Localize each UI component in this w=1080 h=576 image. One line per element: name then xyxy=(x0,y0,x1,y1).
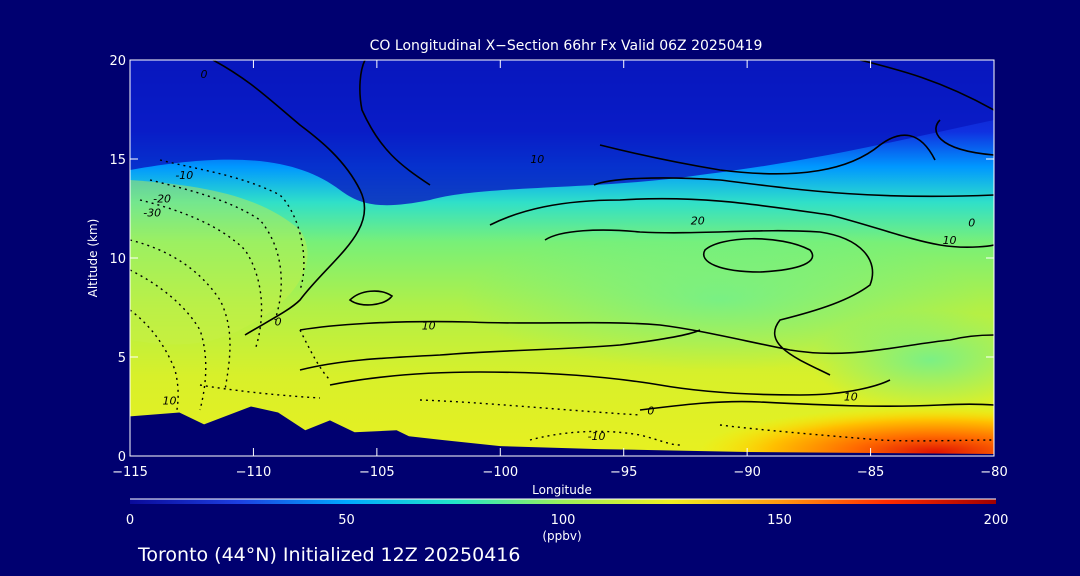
contour-label: 0 xyxy=(201,68,208,81)
x-axis-label: Longitude xyxy=(532,483,592,497)
contour-label: 10 xyxy=(162,395,176,408)
colorbar-tick-label: 0 xyxy=(126,513,134,528)
colorbar-tick-label: 150 xyxy=(767,513,792,528)
colorbar-tick-label: 200 xyxy=(984,513,1009,528)
contour-label: 0 xyxy=(647,404,654,417)
west-low-co-intrusion xyxy=(130,180,308,345)
x-tick-label: −90 xyxy=(733,465,760,480)
contour-label: -10 xyxy=(588,430,606,443)
contour-label: 10 xyxy=(844,391,858,404)
terrain-mask xyxy=(130,406,994,456)
x-tick-label: −110 xyxy=(236,465,272,480)
dashed-contour-set xyxy=(130,159,994,446)
location-caption: Toronto (44°N) Initialized 12Z 20250416 xyxy=(137,544,521,566)
y-tick-label: 0 xyxy=(118,450,126,465)
colorbar xyxy=(130,499,996,504)
x-tick-label: −105 xyxy=(359,465,395,480)
plot-area: 0 10 -10 -20-30 20 0 10 0 10 10 10 0 -10 xyxy=(130,60,994,456)
x-tick-label: −100 xyxy=(482,465,518,480)
contour-label: -10 xyxy=(175,169,193,182)
y-axis: 0 5 10 15 20 xyxy=(109,54,994,465)
contour-label: -20 xyxy=(153,193,171,206)
colorbar-tick-label: 50 xyxy=(338,513,355,528)
y-tick-label: 20 xyxy=(109,54,126,69)
chart-title: CO Longitudinal X−Section 66hr Fx Valid … xyxy=(370,38,763,54)
x-tick-label: −80 xyxy=(980,465,1007,480)
contour-label: 0 xyxy=(968,216,975,229)
colorbar-tick-label: 100 xyxy=(551,513,576,528)
surface-plume xyxy=(600,380,994,456)
contour-label: 10 xyxy=(943,234,957,247)
contour-label: 0 xyxy=(275,315,282,328)
x-axis: −115 −110 −105 −100 −95 −90 −85 −80 xyxy=(112,60,1008,480)
y-tick-label: 5 xyxy=(118,351,126,366)
colorbar-ticks: 0 50 100 150 200 xyxy=(126,513,1009,528)
y-tick-label: 15 xyxy=(109,153,126,168)
contour-labels: 0 10 -10 -20-30 20 0 10 0 10 10 10 0 -10 xyxy=(143,68,975,443)
contour-set xyxy=(212,60,994,411)
contour-label: 20 xyxy=(691,214,705,227)
x-tick-label: −115 xyxy=(112,465,148,480)
x-tick-label: −95 xyxy=(610,465,637,480)
y-axis-label: Altitude (km) xyxy=(86,219,100,298)
x-tick-label: −85 xyxy=(857,465,884,480)
contour-label: -30 xyxy=(143,206,161,219)
colorbar-unit-label: (ppbv) xyxy=(542,529,581,543)
contour-label: 10 xyxy=(422,319,436,332)
y-tick-label: 10 xyxy=(109,252,126,267)
contour-label: 10 xyxy=(530,153,544,166)
